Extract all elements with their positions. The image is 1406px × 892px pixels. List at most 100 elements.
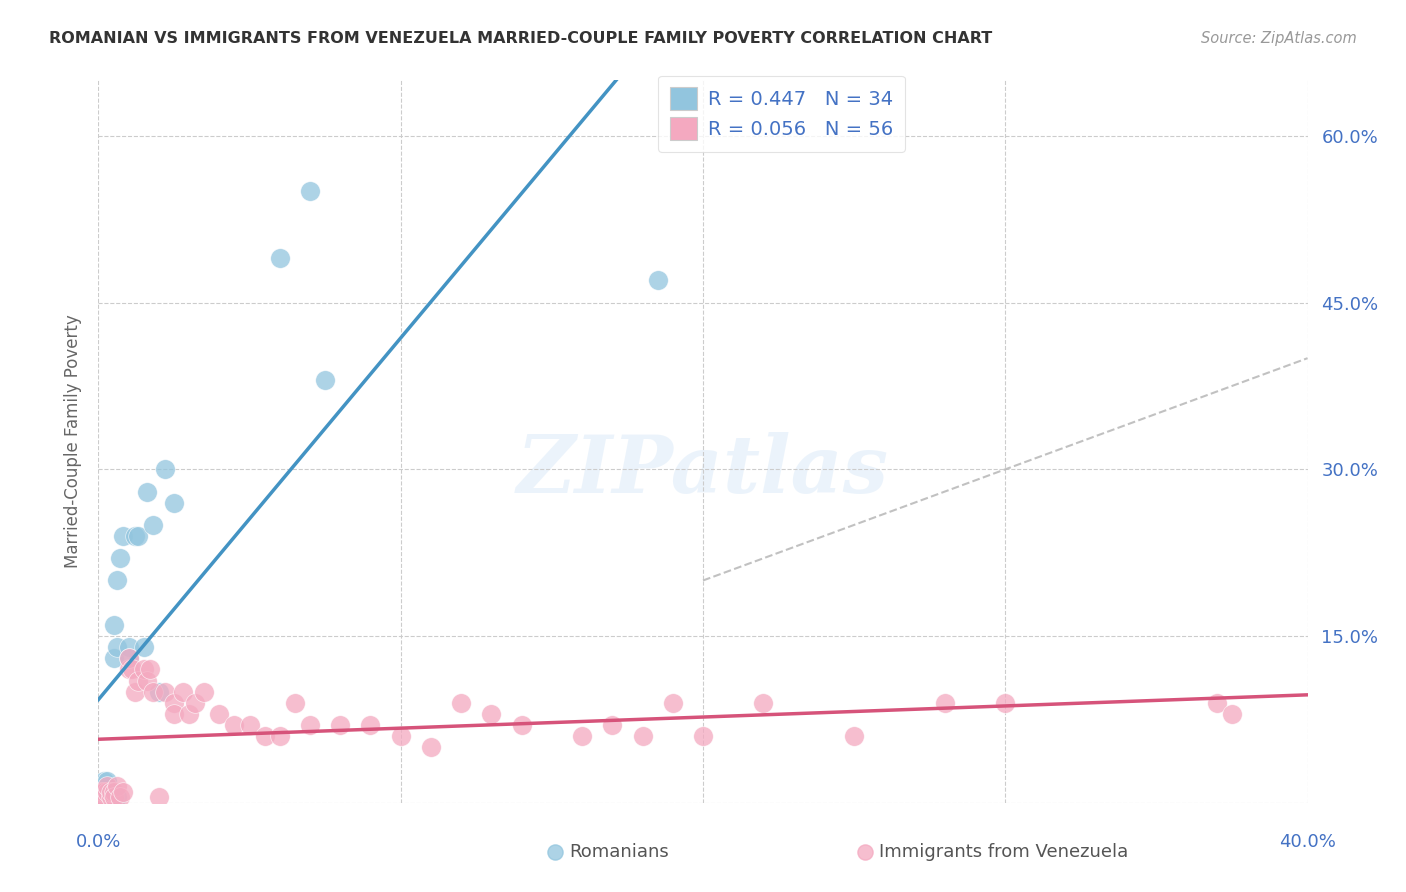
Point [299,185,322,199]
Point [163,696,186,710]
Point [118,651,141,665]
Point [269,251,291,265]
Text: ROMANIAN VS IMMIGRANTS FROM VENEZUELA MARRIED-COUPLE FAMILY POVERTY CORRELATION : ROMANIAN VS IMMIGRANTS FROM VENEZUELA MA… [49,31,993,46]
Point [450,696,472,710]
Point [87,790,110,805]
Point [481,706,503,721]
Point [90,790,112,805]
Point [284,696,307,710]
Point [111,785,134,799]
Point [100,790,122,805]
Point [96,773,118,788]
Point [127,529,149,543]
Point [93,773,115,788]
Point [153,684,176,698]
Point [299,718,322,732]
Point [96,779,118,793]
Point [103,785,125,799]
Point [124,684,146,698]
Point [124,529,146,543]
Point [148,684,170,698]
Point [105,640,128,655]
Point [96,785,118,799]
Point [329,718,352,732]
Point [853,845,876,859]
Point [103,790,125,805]
Point [389,729,412,743]
Point [269,729,291,743]
Point [193,684,215,698]
Text: 0.0%: 0.0% [76,833,121,851]
Point [100,785,122,799]
Point [105,779,128,793]
Point [118,662,141,676]
Point [224,718,246,732]
Point [631,729,654,743]
Point [142,517,165,532]
Point [93,790,115,805]
Point [647,273,669,287]
Point [148,790,170,805]
Point [602,718,624,732]
Point [139,662,162,676]
Point [132,662,155,676]
Point [1206,696,1229,710]
Point [208,706,231,721]
Text: Immigrants from Venezuela: Immigrants from Venezuela [879,843,1128,861]
Point [420,740,443,755]
Point [103,651,125,665]
Point [360,718,382,732]
Point [93,790,115,805]
Point [108,551,131,566]
Point [90,790,112,805]
Text: ZIPatlas: ZIPatlas [517,432,889,509]
Point [132,640,155,655]
Point [93,785,115,799]
Point [752,696,775,710]
Point [844,729,866,743]
Point [118,651,141,665]
Point [661,696,683,710]
Point [1220,706,1243,721]
Point [239,718,262,732]
Point [90,790,112,805]
Point [103,790,125,805]
Point [544,845,567,859]
Point [121,662,143,676]
Point [314,373,336,387]
Point [96,790,118,805]
Point [87,790,110,805]
Point [100,785,122,799]
Point [93,785,115,799]
Text: 40.0%: 40.0% [1279,833,1336,851]
Point [934,696,956,710]
Point [103,618,125,632]
Point [90,785,112,799]
Point [510,718,533,732]
Point [105,790,128,805]
Point [108,790,131,805]
Legend: R = 0.447   N = 34, R = 0.056   N = 56: R = 0.447 N = 34, R = 0.056 N = 56 [658,76,905,152]
Point [153,462,176,476]
Point [253,729,276,743]
Text: Source: ZipAtlas.com: Source: ZipAtlas.com [1201,31,1357,46]
Point [127,673,149,688]
Point [135,484,157,499]
Point [118,640,141,655]
Point [163,496,186,510]
Point [111,529,134,543]
Point [179,706,201,721]
Point [163,706,186,721]
Point [96,785,118,799]
Point [100,790,122,805]
Point [994,696,1017,710]
Point [105,574,128,588]
Point [142,684,165,698]
Y-axis label: Married-Couple Family Poverty: Married-Couple Family Poverty [65,315,83,568]
Point [172,684,194,698]
Point [184,696,207,710]
Point [90,785,112,799]
Point [571,729,593,743]
Point [692,729,714,743]
Text: Romanians: Romanians [569,843,669,861]
